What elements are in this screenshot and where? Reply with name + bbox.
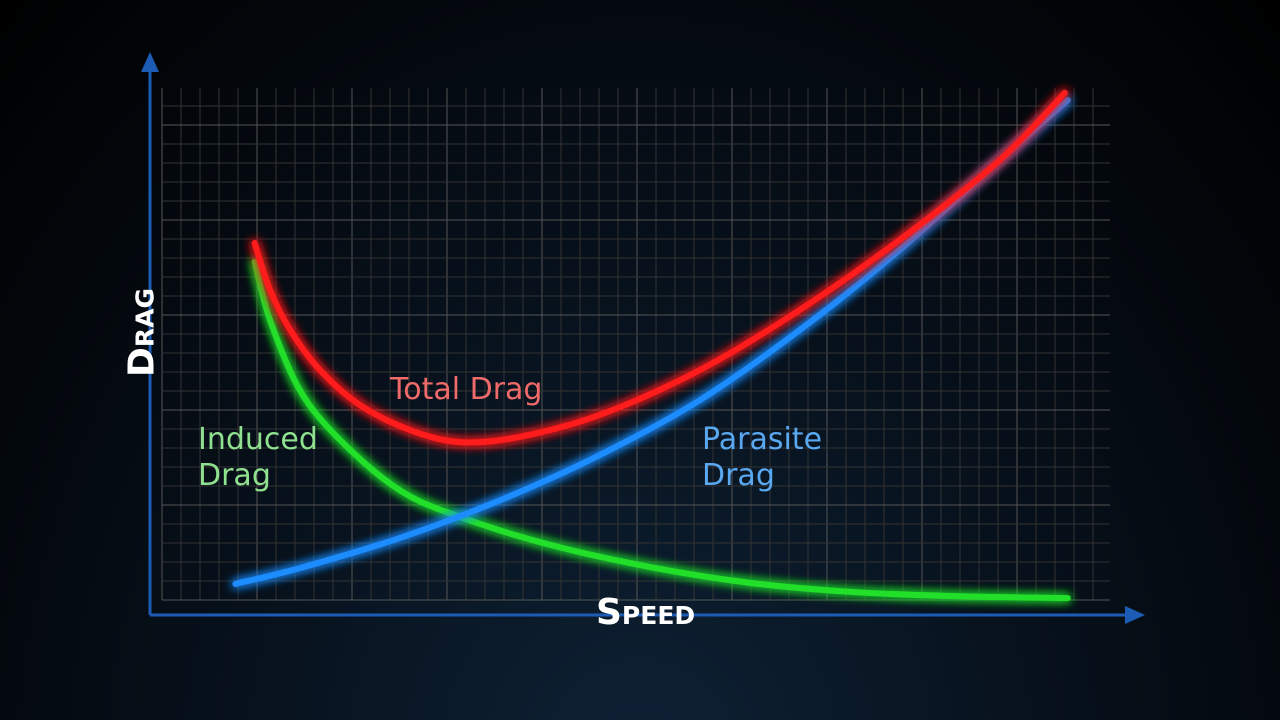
y-arrow [141, 52, 159, 72]
y-axis-title: Drag [121, 288, 163, 378]
line [232, 97, 1071, 587]
line [251, 258, 1071, 602]
line [251, 89, 1068, 446]
grid [161, 88, 1110, 601]
series-label: Total Drag [390, 372, 543, 407]
series-label: Parasite Drag [702, 422, 823, 493]
series [232, 89, 1071, 602]
x-arrow [1125, 606, 1145, 624]
series-label: Induced Drag [198, 422, 318, 493]
x-axis-title: Speed [596, 592, 696, 633]
